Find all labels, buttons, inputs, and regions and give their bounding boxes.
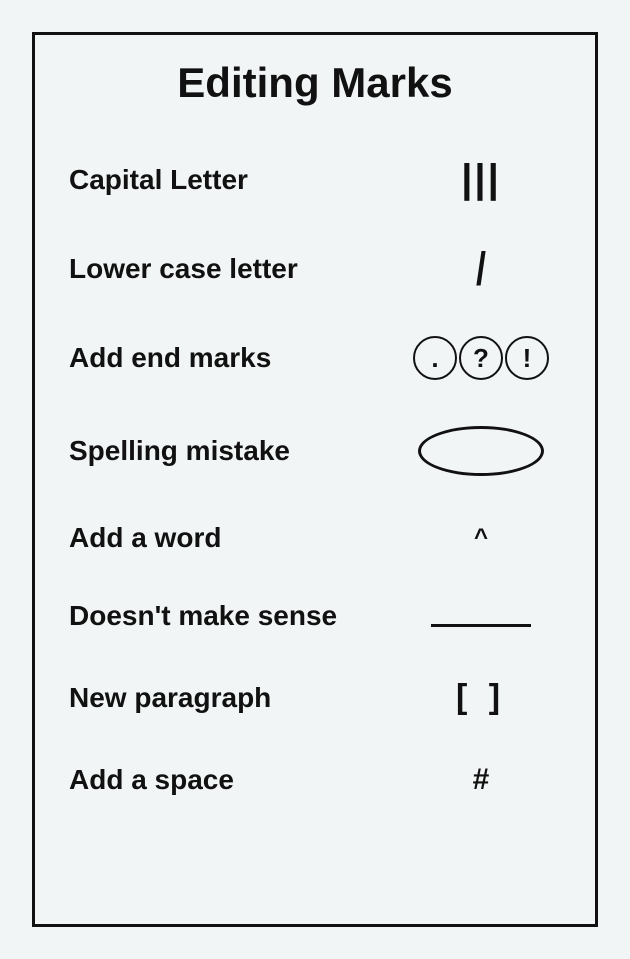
row-label: Doesn't make sense	[69, 600, 337, 632]
row-label: Add a space	[69, 764, 234, 796]
circled-question-icon: ?	[459, 336, 503, 380]
caret-icon: ^	[401, 524, 561, 552]
row-label: Add a word	[69, 522, 221, 554]
row-doesnt-make-sense: Doesn't make sense	[69, 600, 561, 632]
slash-icon: /	[401, 242, 561, 297]
row-lower-case: Lower case letter /	[69, 248, 561, 290]
circled-period-icon: .	[413, 336, 457, 380]
three-vertical-lines-icon: |||	[401, 157, 561, 202]
circled-exclaim-icon: !	[505, 336, 549, 380]
oval-icon	[401, 426, 561, 476]
row-capital-letter: Capital Letter |||	[69, 157, 561, 202]
brackets-icon: [ ]	[401, 678, 561, 717]
rows-container: Capital Letter ||| Lower case letter / A…	[63, 157, 567, 797]
page-title: Editing Marks	[63, 59, 567, 107]
underline-icon	[401, 606, 561, 627]
hash-icon: #	[401, 763, 561, 797]
row-label: Spelling mistake	[69, 435, 290, 467]
row-spelling-mistake: Spelling mistake	[69, 426, 561, 476]
row-end-marks: Add end marks . ? !	[69, 336, 561, 380]
row-add-word: Add a word ^	[69, 522, 561, 554]
row-label: New paragraph	[69, 682, 271, 714]
end-marks-icon: . ? !	[401, 336, 561, 380]
row-label: Lower case letter	[69, 253, 298, 285]
editing-marks-card: Editing Marks Capital Letter ||| Lower c…	[32, 32, 598, 927]
row-new-paragraph: New paragraph [ ]	[69, 678, 561, 717]
row-label: Capital Letter	[69, 164, 248, 196]
row-label: Add end marks	[69, 342, 271, 374]
row-add-space: Add a space #	[69, 763, 561, 797]
